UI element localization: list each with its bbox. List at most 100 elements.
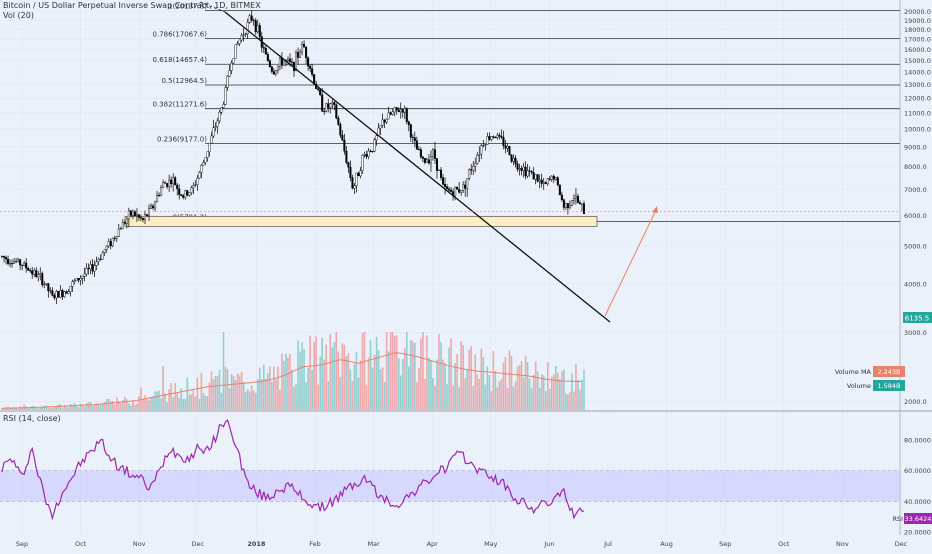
- volume-bar: [379, 369, 382, 410]
- candle-body: [192, 185, 195, 189]
- volume-bar: [186, 377, 189, 410]
- price-tick-label: 15000.0: [904, 57, 931, 65]
- time-tick-label: 2018: [247, 540, 266, 548]
- candle-body: [331, 102, 334, 104]
- candle-body: [486, 136, 489, 145]
- volume-bar: [202, 392, 205, 410]
- candle-body: [162, 182, 165, 188]
- candle-body: [152, 205, 155, 209]
- candle-body: [85, 267, 88, 275]
- candle-body: [258, 25, 261, 37]
- candle-body: [21, 264, 24, 266]
- volume-bar: [383, 381, 386, 410]
- volume-bar: [162, 366, 164, 410]
- candle-body: [71, 281, 74, 287]
- volume-bar: [492, 350, 495, 410]
- volume-bar: [426, 335, 428, 410]
- rsi-indicator-label[interactable]: RSI (14, close): [3, 414, 61, 423]
- candle-body: [176, 184, 179, 190]
- volume-bar: [317, 384, 319, 410]
- candle-body: [462, 184, 465, 191]
- candle-body: [552, 175, 555, 180]
- volume-bar: [148, 400, 150, 410]
- volume-bar: [393, 335, 396, 410]
- volume-bar: [432, 378, 434, 410]
- volume-bar: [552, 374, 555, 410]
- volume-bar: [256, 379, 259, 410]
- volume-bar: [405, 332, 408, 410]
- candle-body: [470, 169, 473, 171]
- volume-bar: [454, 363, 456, 410]
- volume-bar: [240, 371, 243, 410]
- volume-bar: [387, 351, 390, 410]
- volume-bar: [55, 406, 58, 410]
- candle-body: [145, 214, 149, 217]
- candle-body: [282, 60, 285, 66]
- candle-body: [478, 154, 481, 156]
- candle-body: [385, 118, 388, 123]
- volume-bar: [277, 366, 279, 410]
- volume-bar: [577, 379, 579, 410]
- time-axis[interactable]: Sep Oct Nov Dec 2018 Feb Mar Apr May Jun Jul Aug Sep…: [16, 540, 908, 548]
- volume-bar: [180, 388, 183, 410]
- candle-body: [580, 203, 583, 205]
- volume-bar: [260, 378, 263, 410]
- candle-body: [9, 263, 12, 265]
- volume-bar: [504, 357, 507, 410]
- volume-bar: [418, 367, 420, 410]
- volume-bar: [295, 384, 297, 410]
- candle-body: [405, 108, 408, 122]
- volume-bar: [196, 377, 199, 410]
- volume-bar: [105, 399, 108, 410]
- candle-body: [75, 278, 78, 281]
- chart-title[interactable]: Bitcoin / US Dollar Perpetual Inverse Sw…: [3, 1, 261, 10]
- candle-body: [172, 177, 175, 184]
- volume-bar: [244, 392, 247, 410]
- candle-body: [25, 262, 28, 269]
- time-tick-label: Oct: [75, 540, 87, 548]
- volume-bar: [490, 391, 493, 410]
- volume-bar: [361, 333, 364, 410]
- rsi-tick-label: 40.0000: [904, 498, 931, 506]
- candle-body: [371, 150, 374, 152]
- volume-bar: [236, 373, 239, 410]
- price-tick-label: 6000.0: [904, 212, 927, 220]
- rsi-axis[interactable]: 80.0000 60.0000 40.0000 20.0000: [904, 436, 931, 536]
- volume-bar: [265, 378, 267, 410]
- candle-body: [170, 179, 173, 184]
- volume-bar: [174, 383, 176, 410]
- volume-bar: [291, 369, 293, 410]
- candle-body: [353, 185, 356, 189]
- candle-body: [210, 135, 213, 144]
- candle-body: [67, 291, 70, 294]
- volume-bar: [97, 404, 100, 410]
- candle-body: [278, 57, 281, 67]
- volume-bar: [341, 343, 344, 410]
- volume-bar: [347, 353, 350, 410]
- volume-bar: [514, 381, 517, 410]
- volume-bar: [438, 334, 440, 410]
- candle-body: [341, 134, 344, 141]
- candle-body: [476, 154, 479, 164]
- candle-body: [69, 286, 72, 292]
- volume-bar: [448, 347, 450, 410]
- volume-bar: [31, 406, 34, 410]
- volume-bar: [563, 369, 565, 410]
- candle-body: [222, 104, 225, 108]
- projection-arrow[interactable]: [604, 207, 658, 317]
- price-tick-label: 3000.0: [904, 329, 927, 337]
- candle-body: [379, 125, 382, 129]
- volume-bar: [91, 405, 94, 410]
- volume-bar: [422, 332, 424, 410]
- volume-indicator-label[interactable]: Vol (20): [3, 11, 34, 20]
- candle-body: [81, 276, 84, 279]
- fib-label: 0.382(11271.6): [153, 101, 208, 109]
- candle-body: [522, 166, 525, 171]
- volume-bar: [470, 346, 473, 410]
- volume-bar: [367, 357, 370, 410]
- candle-body: [274, 70, 277, 75]
- time-tick-label: Dec: [192, 540, 205, 548]
